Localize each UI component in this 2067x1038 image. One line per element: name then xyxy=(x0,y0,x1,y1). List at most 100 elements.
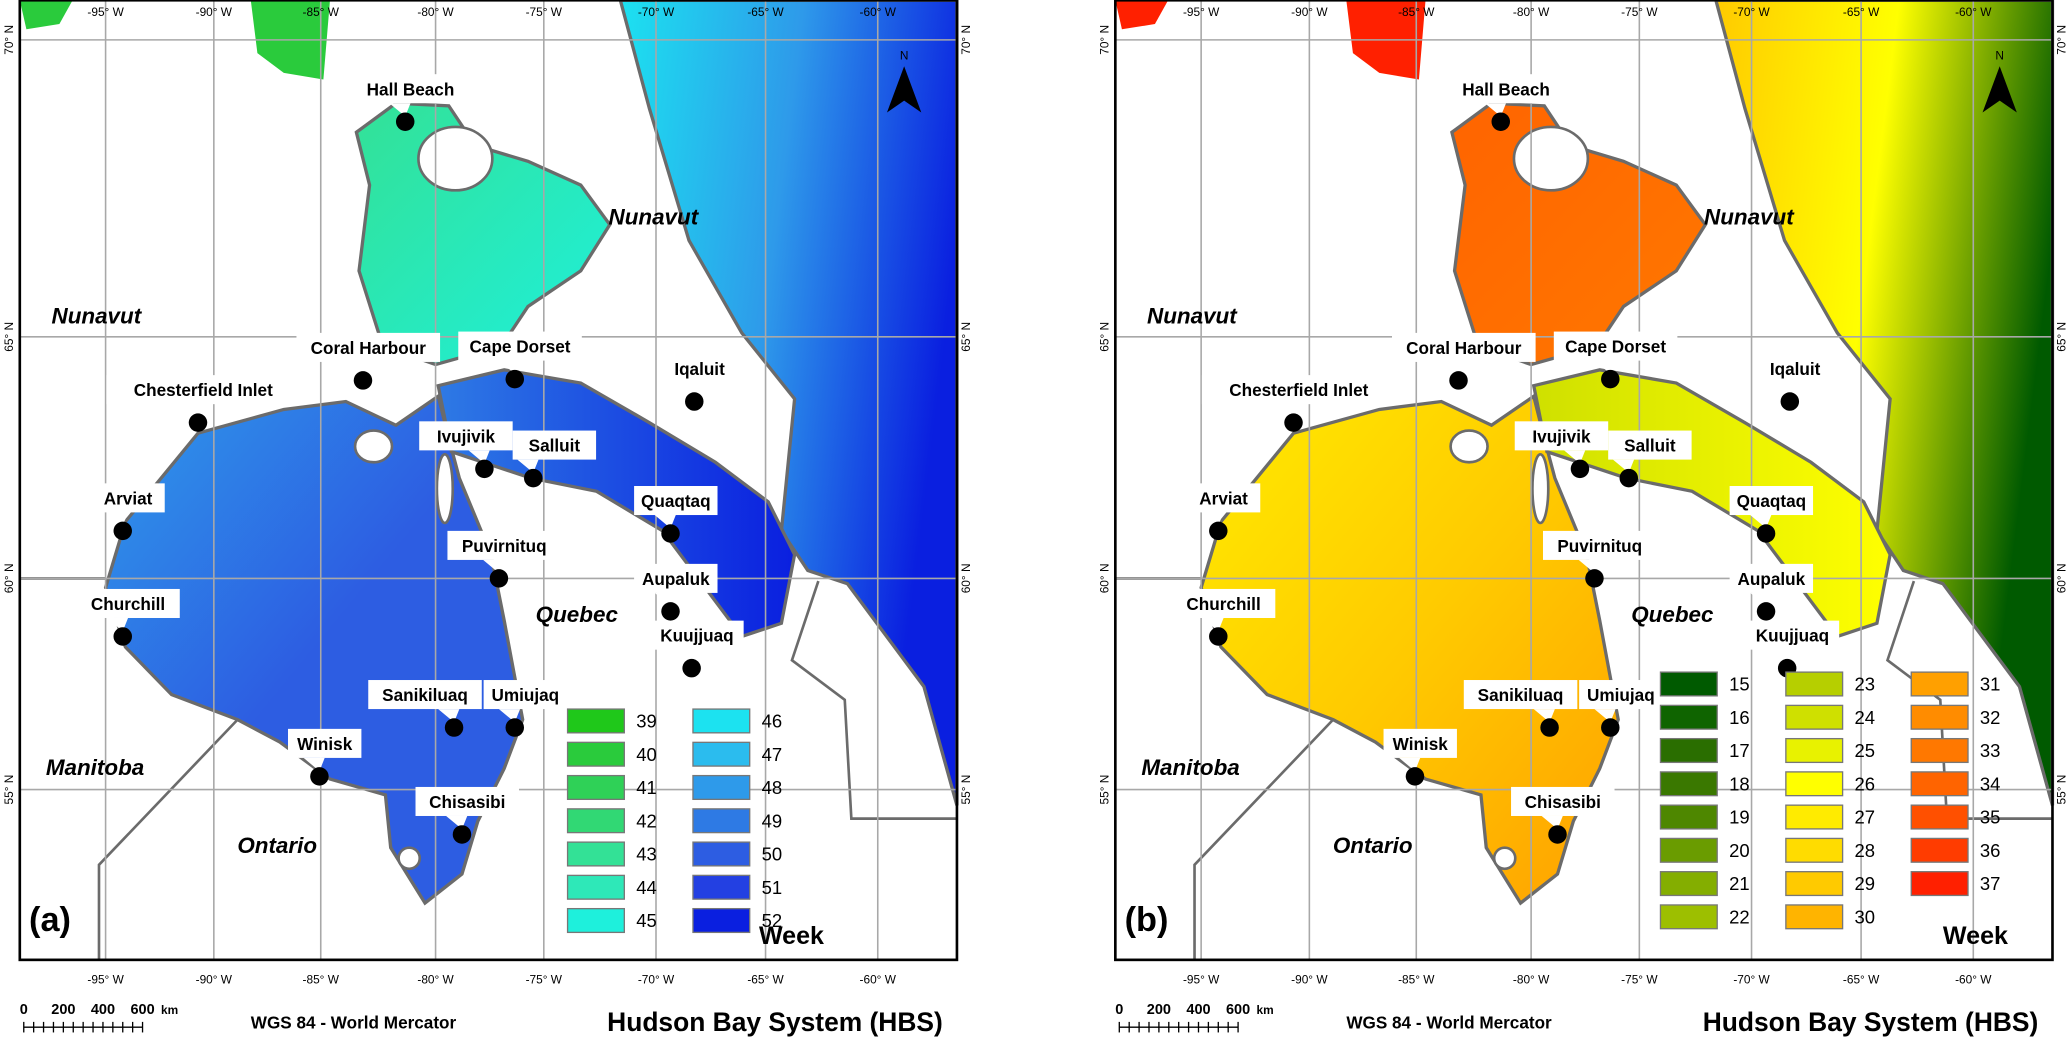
town-label: Quaqtaq xyxy=(641,491,711,511)
legend-value: 41 xyxy=(636,777,657,798)
town-label: Aupaluk xyxy=(1738,569,1806,589)
region-label: Nunavut xyxy=(1147,304,1238,329)
town-label: Coral Harbour xyxy=(1406,338,1522,358)
longitude-tick-bottom: -70° W xyxy=(1733,973,1770,987)
hudson-bay-ice-area xyxy=(103,393,525,906)
town-label-box xyxy=(1753,354,1837,384)
island xyxy=(417,125,494,192)
town-label-box xyxy=(415,786,519,816)
legend-swatch xyxy=(1659,804,1718,830)
longitude-tick-top: -85° W xyxy=(1398,5,1435,19)
town-label-box xyxy=(458,331,582,361)
northwest-ice-area xyxy=(1115,0,1169,30)
longitude-tick-bottom: -80° W xyxy=(1513,973,1550,987)
latitude-tick-left: 65° N xyxy=(1098,322,1112,352)
longitude-tick-bottom: -95° W xyxy=(1183,973,1220,987)
town-label: Quaqtaq xyxy=(1737,491,1807,511)
north-arrow-icon xyxy=(1982,66,2017,113)
legend-swatch xyxy=(692,774,751,801)
legend-swatch xyxy=(1910,771,1969,797)
scale-bar-label: 0 xyxy=(20,1002,28,1018)
town-label: Salluit xyxy=(529,436,581,456)
town-label: Puvirnituq xyxy=(462,536,547,556)
map-frame xyxy=(18,0,959,962)
latitude-tick-right: 60° N xyxy=(959,563,973,593)
legend-swatch xyxy=(1659,771,1718,797)
province-boundary xyxy=(790,580,957,820)
town-label-box xyxy=(483,680,568,710)
town-marker xyxy=(1491,112,1510,131)
town-label: Cape Dorset xyxy=(1565,337,1666,357)
region-label: Nunavut xyxy=(1704,205,1795,230)
legend-value: 42 xyxy=(636,810,657,831)
longitude-tick-top: -65° W xyxy=(1843,5,1880,19)
town-label: Chisasibi xyxy=(1525,792,1601,812)
legend-swatch xyxy=(566,841,625,867)
longitude-tick-bottom: -75° W xyxy=(1621,973,1658,987)
town-label-box xyxy=(76,588,180,618)
legend-swatch xyxy=(1910,704,1969,730)
province-boundary xyxy=(1193,718,1335,960)
town-label: Sanikiluaq xyxy=(382,685,468,705)
town-label-box xyxy=(288,728,362,758)
longitude-tick-top: -70° W xyxy=(638,5,675,19)
town-label-box xyxy=(650,620,744,650)
legend-value: 19 xyxy=(1729,807,1750,828)
legend-swatch xyxy=(692,874,751,900)
scale-bar-unit: km xyxy=(1257,1003,1274,1017)
longitude-tick-top: -80° W xyxy=(417,5,454,19)
longitude-tick-top: -95° W xyxy=(1183,5,1220,19)
legend-swatch xyxy=(1659,704,1718,730)
legend-value: 28 xyxy=(1854,840,1875,861)
legend-swatch xyxy=(566,907,625,934)
longitude-tick-bottom: -80° W xyxy=(417,973,454,987)
longitude-tick-bottom: -90° W xyxy=(196,973,233,987)
legend-value: 34 xyxy=(1980,773,2001,794)
town-label: Winisk xyxy=(1393,734,1449,754)
town-label-box xyxy=(419,421,513,451)
town-label-box xyxy=(1579,680,1663,710)
town-label: Kuujjuaq xyxy=(660,626,733,646)
town-marker xyxy=(685,392,704,411)
town-label: Hall Beach xyxy=(367,79,455,99)
legend-value: 40 xyxy=(636,744,657,765)
town-label: Salluit xyxy=(1624,436,1676,456)
island xyxy=(1449,429,1489,464)
town-marker xyxy=(1570,459,1590,479)
town-label: Ivujivik xyxy=(1532,426,1591,446)
legend-swatch xyxy=(1659,871,1718,897)
town-marker xyxy=(310,767,329,786)
legend-swatch xyxy=(1659,737,1718,764)
figure-title: Hudson Bay System (HBS) xyxy=(607,1007,943,1037)
legend-swatch xyxy=(1910,837,1969,863)
legend-swatch xyxy=(1910,671,1969,697)
scale-bar-label: 400 xyxy=(91,1002,115,1018)
town-marker xyxy=(353,371,373,390)
scale-bar: 0 200 400 600 km xyxy=(20,1002,178,1033)
town-label-box xyxy=(447,530,561,560)
town-label: Chesterfield Inlet xyxy=(134,380,273,400)
town-label: Arviat xyxy=(1199,488,1248,508)
legend-value: 52 xyxy=(762,910,783,931)
island xyxy=(1531,453,1550,525)
town-label-box xyxy=(1608,430,1692,460)
town-marker xyxy=(113,521,132,541)
latitude-tick-left: 60° N xyxy=(2,563,16,593)
latitude-tick-right: 55° N xyxy=(2055,775,2067,805)
town-label: Churchill xyxy=(1186,594,1260,614)
legend-value: 45 xyxy=(636,910,657,931)
legend-swatch xyxy=(1785,904,1844,930)
legend-swatch xyxy=(566,774,625,801)
legend-title: Week xyxy=(759,922,824,950)
legend-value: 44 xyxy=(636,877,657,898)
legend-swatch xyxy=(566,808,625,834)
legend-value: 35 xyxy=(1980,807,2001,828)
town-label: Coral Harbour xyxy=(311,338,427,358)
town-marker xyxy=(113,627,132,646)
scale-bar-label: 0 xyxy=(1115,1002,1123,1018)
longitude-tick-bottom: -85° W xyxy=(303,973,340,987)
town-marker xyxy=(1540,718,1559,737)
longitude-tick-bottom: -70° W xyxy=(638,973,675,987)
legend-value: 36 xyxy=(1980,840,2001,861)
